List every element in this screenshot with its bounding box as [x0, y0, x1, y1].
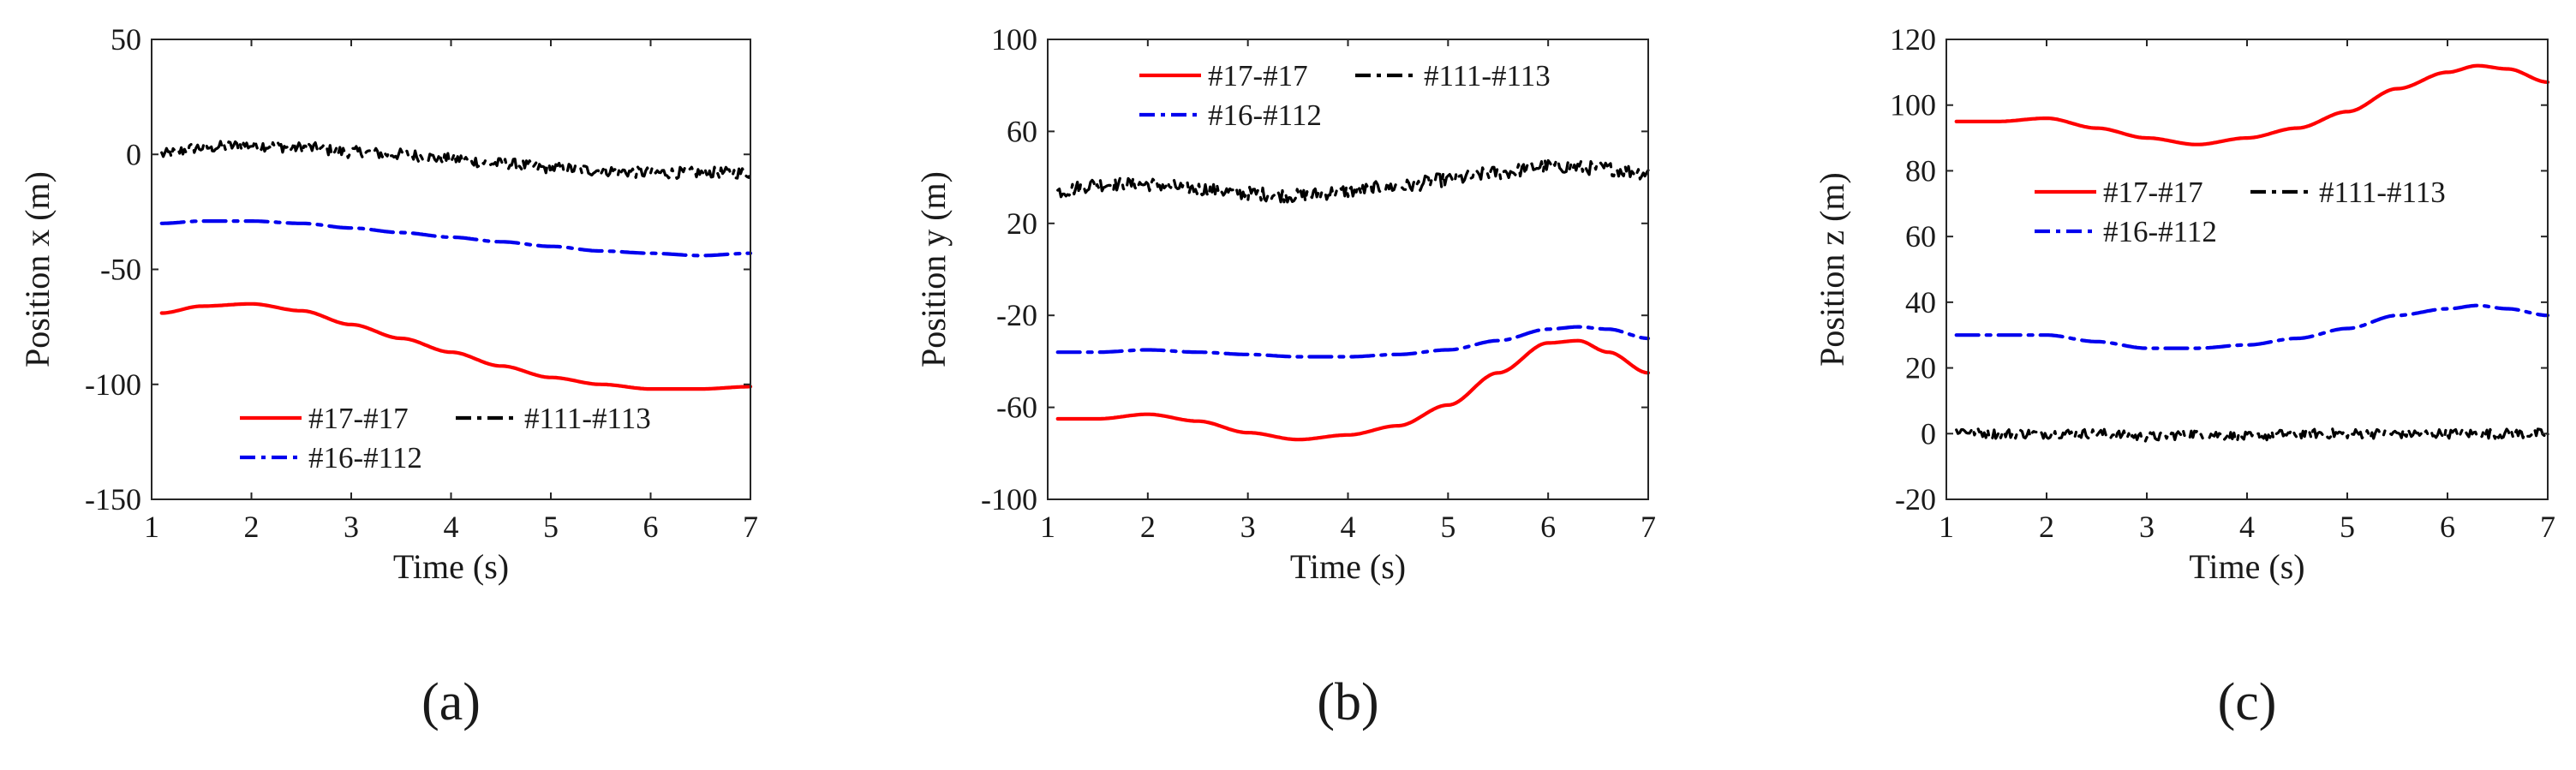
y-axis-label: Position z (m): [1813, 172, 1851, 367]
y-tick-label: 50: [111, 22, 141, 57]
y-tick-label: 0: [126, 137, 141, 171]
x-tick-label: 4: [444, 510, 459, 544]
y-tick-label: 60: [1905, 219, 1936, 254]
legend: #17-#17 #111-#113 #16-#112: [1139, 59, 1551, 132]
x-axis-label: Time (s): [393, 547, 509, 586]
legend-label: #16-#112: [1208, 98, 1322, 132]
x-tick-label: 5: [2340, 510, 2355, 544]
panel-caption: (c): [2218, 673, 2277, 731]
legend-label: #17-#17: [2103, 176, 2203, 209]
x-tick-label: 6: [1540, 510, 1556, 544]
x-tick-label: 1: [144, 510, 159, 544]
x-axis-label: Time (s): [2189, 547, 2304, 586]
y-tick-label: 0: [1921, 416, 1936, 451]
series-line-16-112: [1954, 303, 2550, 350]
x-axis-label: Time (s): [1290, 547, 1406, 586]
y-tick-label: 100: [991, 22, 1037, 57]
y-tick-label: 20: [1007, 206, 1037, 241]
x-tick-label: 6: [643, 510, 659, 544]
x-tick-label: 6: [2440, 510, 2455, 544]
x-tick-label: 3: [344, 510, 359, 544]
x-tick-label: 2: [244, 510, 260, 544]
legend-label: #111-#113: [2319, 176, 2446, 209]
chart-panel-1: 1 2 3 4 5 6 7 50 0 -50 -100 -150 Time (s) Position x …: [18, 22, 758, 731]
x-tick-label: 4: [1341, 510, 1356, 544]
y-tick-label: 20: [1905, 351, 1936, 385]
series-line-111-113: [1955, 426, 2549, 443]
legend-label: #111-#113: [1424, 59, 1551, 93]
y-tick-label: -20: [1895, 482, 1936, 516]
x-tick-label: 7: [743, 510, 758, 544]
series-line-111-113: [1056, 158, 1650, 204]
y-tick-label: 40: [1905, 285, 1936, 319]
x-tick-label: 3: [1240, 510, 1256, 544]
y-tick-label: 100: [1890, 88, 1936, 122]
axes-box: [151, 39, 751, 500]
y-tick-label: -100: [85, 367, 141, 402]
axes-box: [1047, 39, 1649, 500]
x-tick-label: 4: [2239, 510, 2255, 544]
x-tick-label: 1: [1040, 510, 1055, 544]
series-line-16-112: [1055, 325, 1651, 359]
panel-caption: (a): [421, 673, 481, 731]
y-tick-label: -150: [85, 482, 141, 516]
legend-label: #17-#17: [308, 402, 409, 435]
x-tick-label: 7: [2540, 510, 2555, 544]
y-tick-label: 60: [1007, 114, 1037, 148]
legend: #17-#17 #111-#113 #16-#112: [240, 402, 651, 475]
y-tick-label: -20: [996, 298, 1037, 332]
x-tick-label: 5: [1440, 510, 1455, 544]
x-tick-label: 2: [1140, 510, 1156, 544]
legend-label: #16-#112: [308, 441, 422, 475]
x-tick-label: 1: [1939, 510, 1954, 544]
series-line-17-17: [1954, 63, 2550, 146]
series-line-111-113: [160, 139, 752, 180]
legend-label: #111-#113: [524, 402, 651, 435]
series-line-17-17: [159, 301, 753, 391]
legend: #17-#17 #111-#113 #16-#112: [2035, 176, 2446, 248]
axes-box: [1945, 39, 2549, 500]
chart-panel-3: 1 2 3 4 5 6 7 120 100 80 60 40 20 0 -20 Time (s) Positio…: [1813, 22, 2555, 731]
legend-label: #17-#17: [1208, 59, 1308, 93]
y-tick-label: -100: [981, 482, 1037, 516]
y-tick-label: 120: [1890, 22, 1936, 57]
y-tick-label: -50: [100, 253, 141, 287]
x-tick-label: 2: [2039, 510, 2054, 544]
legend-label: #16-#112: [2103, 215, 2217, 248]
panel-caption: (b): [1317, 673, 1378, 731]
y-axis-label: Position x (m): [18, 171, 57, 367]
x-tick-label: 3: [2139, 510, 2155, 544]
y-axis-label: Position y (m): [914, 171, 953, 367]
x-tick-label: 5: [543, 510, 559, 544]
series-line-16-112: [159, 219, 753, 258]
chart-panel-2: 1 2 3 4 5 6 7 100 60 20 -20 -60 -100 Time (s) Position…: [914, 22, 1656, 731]
series-line-17-17: [1055, 338, 1651, 442]
x-tick-label: 7: [1641, 510, 1656, 544]
y-tick-label: 80: [1905, 153, 1936, 188]
y-tick-label: -60: [996, 391, 1037, 425]
